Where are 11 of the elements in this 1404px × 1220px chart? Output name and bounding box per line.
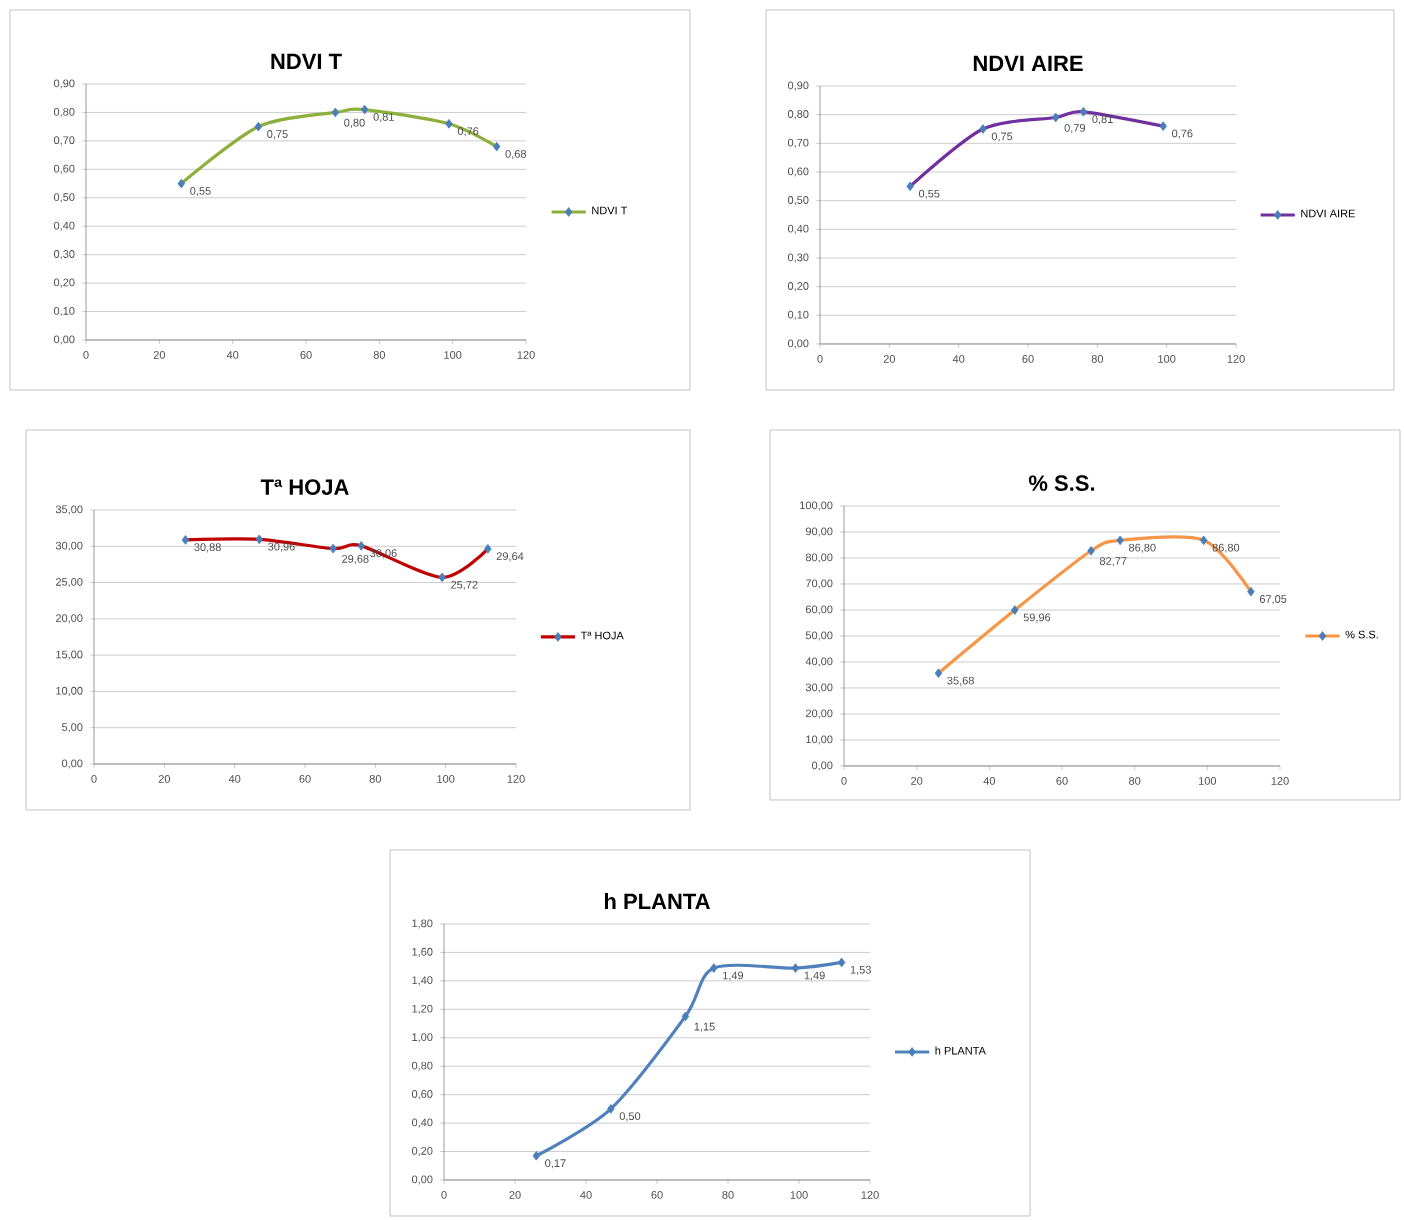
chart-title: % S.S. <box>1028 475 1095 491</box>
point <box>710 963 718 973</box>
chart-title: Tª HOJA <box>260 479 349 495</box>
point <box>681 1011 690 1022</box>
point <box>791 963 800 973</box>
point <box>607 1104 615 1114</box>
chart-title: h PLANTA <box>604 892 710 909</box>
chart-title: NDVI AIRE <box>973 55 1083 71</box>
chart-title: NDVI T <box>271 53 342 69</box>
point <box>532 1150 541 1161</box>
point <box>837 957 846 968</box>
